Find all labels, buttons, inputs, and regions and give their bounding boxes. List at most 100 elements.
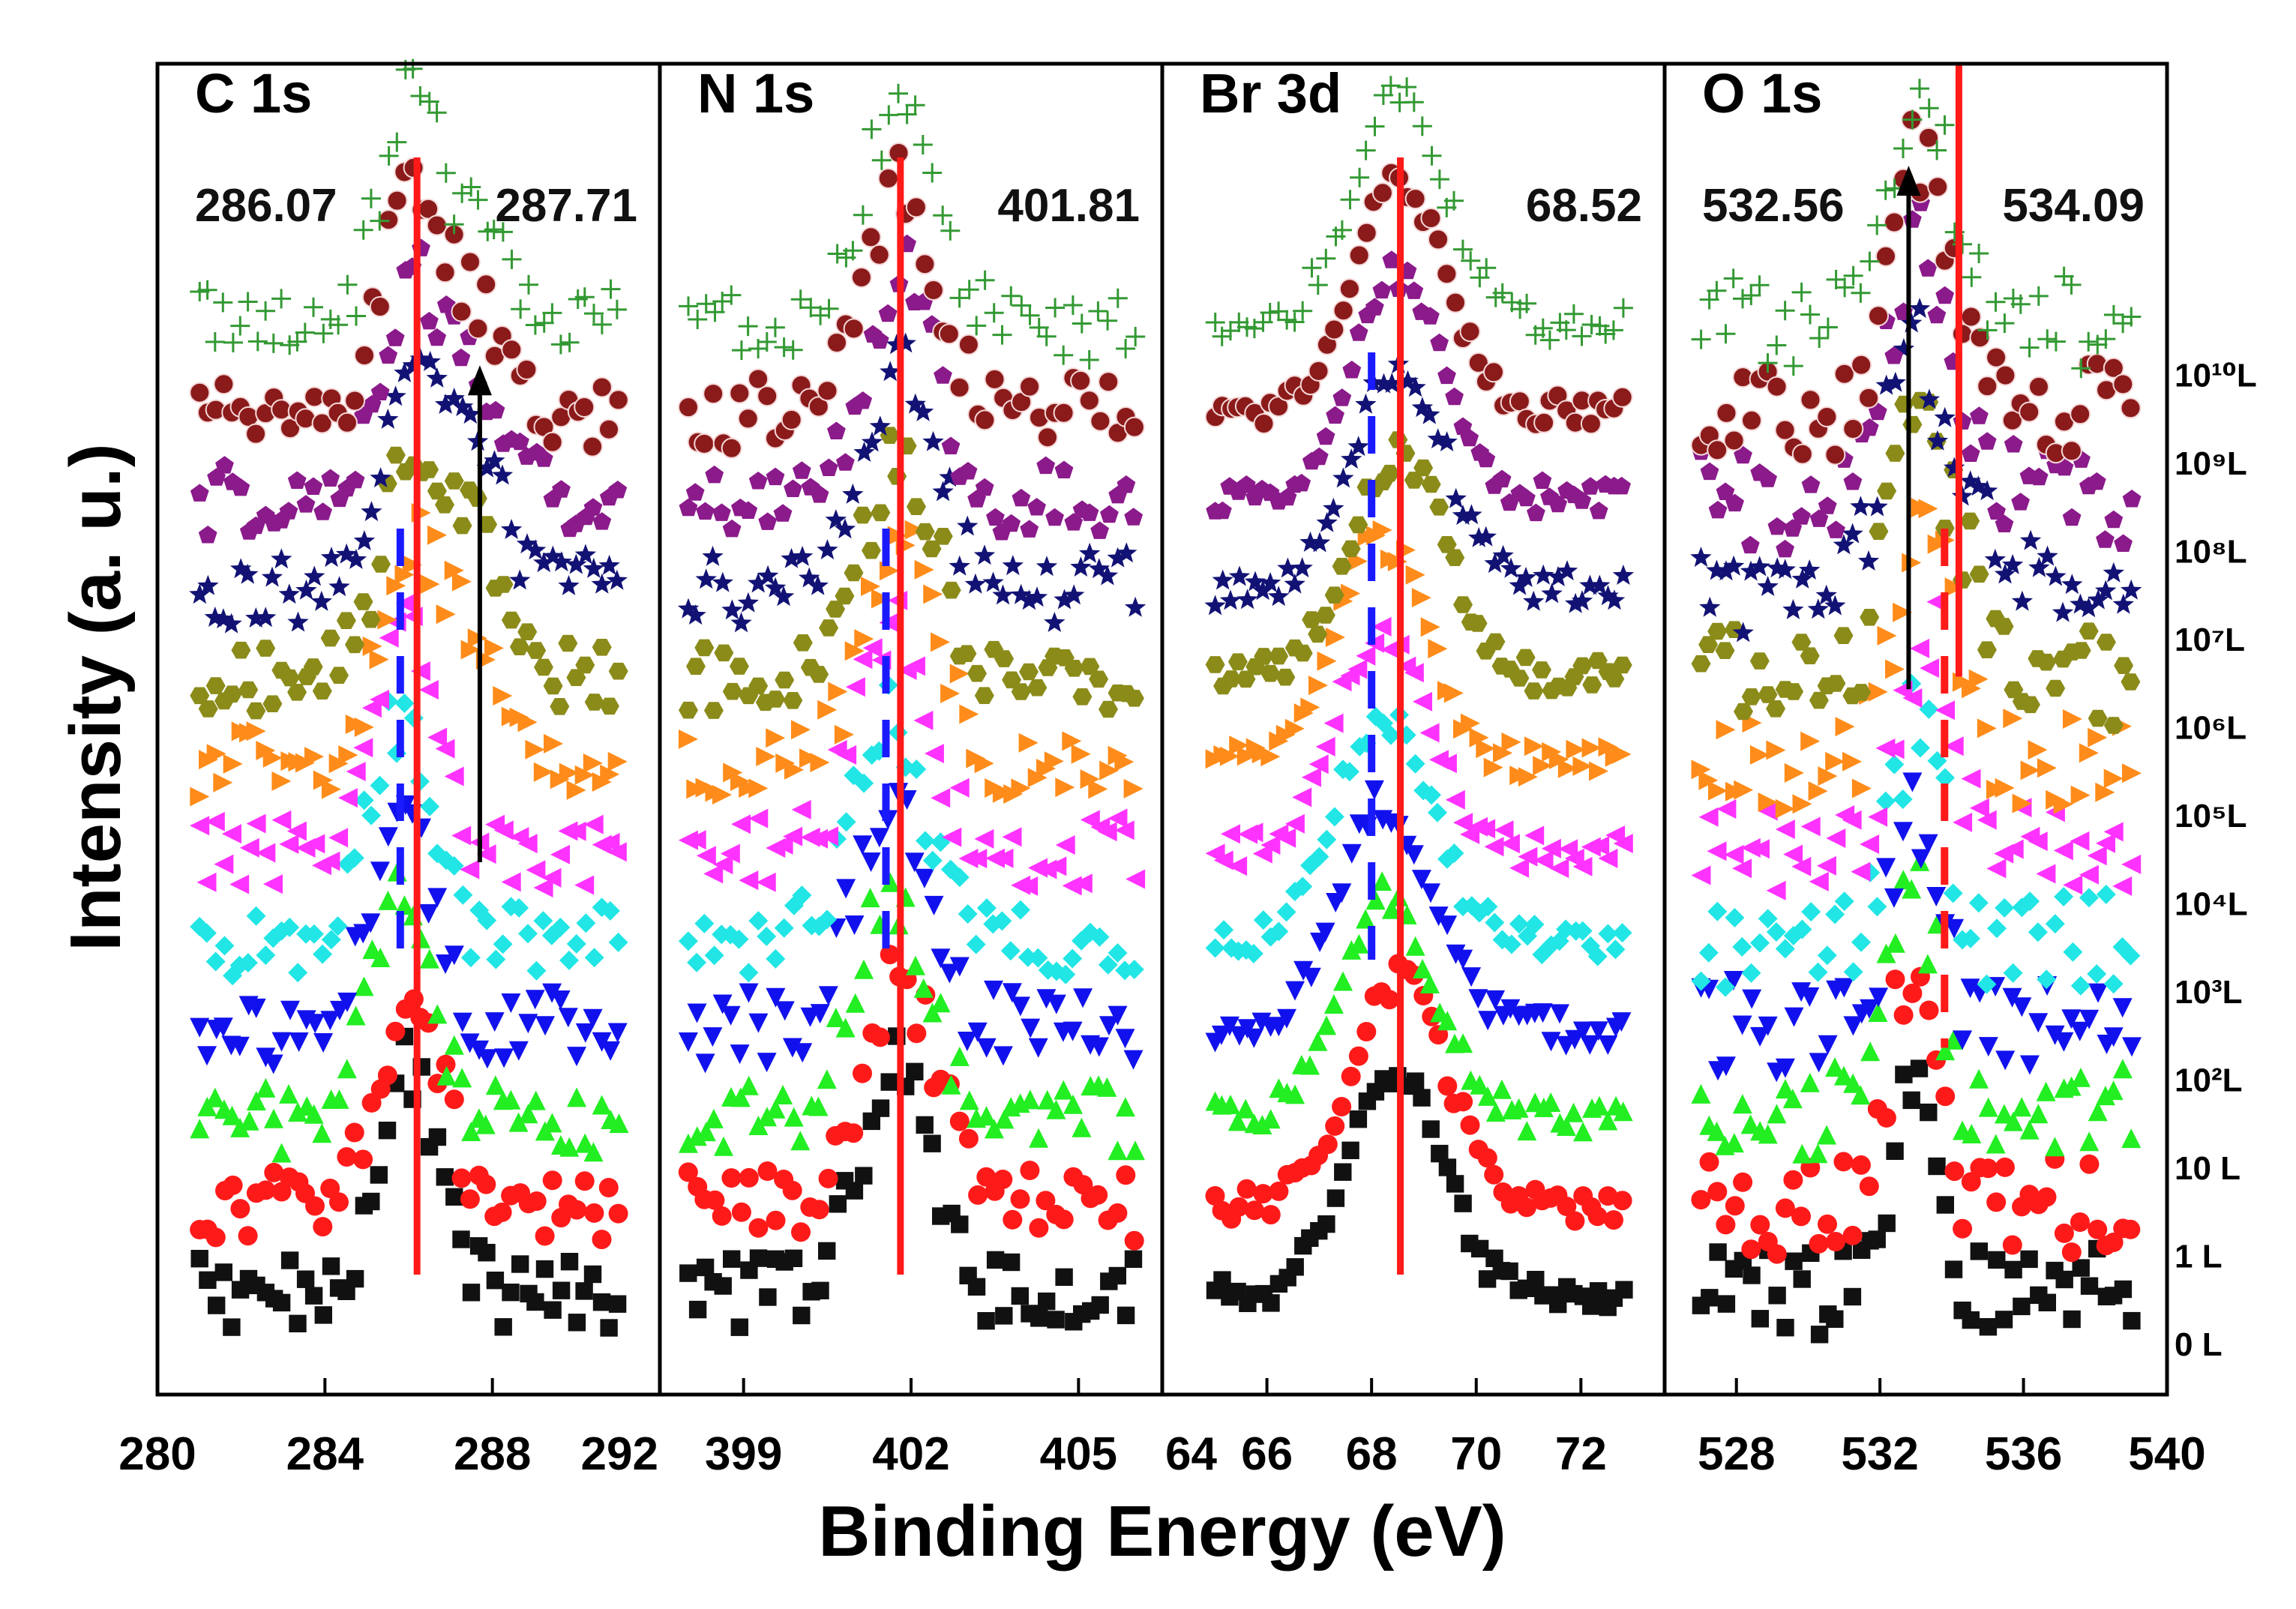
data-point xyxy=(1935,700,1955,721)
data-point xyxy=(1573,1122,1593,1142)
data-point xyxy=(246,906,266,926)
data-point xyxy=(1347,659,1368,679)
data-point xyxy=(550,334,571,355)
data-point xyxy=(1205,1186,1225,1206)
data-point xyxy=(1260,835,1281,855)
data-point xyxy=(1590,836,1610,856)
data-point xyxy=(739,983,759,1003)
data-point xyxy=(426,367,448,388)
data-point xyxy=(223,754,243,774)
data-point xyxy=(766,691,786,708)
data-point xyxy=(1099,700,1118,718)
data-point xyxy=(2070,831,2090,851)
data-point xyxy=(2013,1297,2031,1316)
data-point xyxy=(2012,793,2032,813)
data-point xyxy=(922,850,943,870)
data-point xyxy=(1556,1116,1576,1136)
data-point xyxy=(1020,1089,1040,1110)
data-point xyxy=(843,318,865,340)
data-point xyxy=(2010,294,2031,314)
dose-label: 10³L xyxy=(2175,974,2242,1011)
data-point xyxy=(1124,1230,1144,1251)
data-point xyxy=(484,450,505,471)
data-point xyxy=(974,828,994,849)
data-point xyxy=(304,924,324,944)
data-point xyxy=(1452,505,1474,526)
data-point xyxy=(452,1068,472,1088)
data-point xyxy=(1936,1196,1954,1214)
data-point xyxy=(574,875,595,895)
data-point xyxy=(1444,190,1464,211)
data-point xyxy=(534,658,553,676)
data-point xyxy=(819,458,838,476)
data-point xyxy=(328,315,349,335)
data-point xyxy=(1800,1072,1820,1092)
data-point xyxy=(1428,229,1449,250)
dose-label: 10⁷L xyxy=(2175,622,2245,658)
data-point xyxy=(1611,745,1632,764)
data-point xyxy=(295,579,317,600)
data-point xyxy=(799,567,820,588)
data-point xyxy=(552,1281,571,1299)
data-point xyxy=(1751,1310,1769,1328)
data-point xyxy=(976,898,997,918)
data-point xyxy=(1935,286,1955,304)
data-point xyxy=(584,948,604,968)
data-point xyxy=(476,1174,496,1194)
data-point xyxy=(550,917,571,937)
data-point xyxy=(914,559,934,580)
data-point xyxy=(1253,413,1275,434)
data-point xyxy=(486,949,506,969)
data-point xyxy=(1791,1206,1811,1227)
data-point xyxy=(592,314,612,334)
data-point xyxy=(1484,1164,1504,1185)
data-point xyxy=(2112,373,2134,395)
data-point xyxy=(705,465,724,484)
data-point xyxy=(452,517,472,535)
data-point xyxy=(1557,758,1578,778)
data-point xyxy=(452,1230,470,1248)
data-point xyxy=(1918,259,1938,277)
data-point xyxy=(460,859,480,879)
data-point xyxy=(1877,482,1897,500)
data-point xyxy=(949,288,970,308)
data-point xyxy=(501,339,523,361)
data-point xyxy=(721,437,742,459)
data-point xyxy=(314,1306,332,1324)
data-point xyxy=(263,1054,283,1074)
data-point xyxy=(1254,648,1274,665)
data-point xyxy=(1096,565,1119,586)
data-point xyxy=(574,397,595,418)
data-point xyxy=(2070,975,2091,996)
data-point xyxy=(931,632,950,652)
data-point xyxy=(592,639,612,656)
data-point xyxy=(1509,914,1529,934)
data-point xyxy=(583,1265,602,1284)
data-point xyxy=(1934,406,1956,427)
data-point xyxy=(808,1096,829,1116)
data-point xyxy=(600,764,620,784)
data-point xyxy=(2002,1235,2022,1255)
data-point xyxy=(477,910,497,930)
data-point xyxy=(1308,754,1329,775)
data-point xyxy=(246,813,266,834)
data-point xyxy=(1884,739,1905,760)
data-point xyxy=(1995,313,2015,334)
data-point xyxy=(1801,902,1821,922)
data-point xyxy=(2070,593,2091,614)
data-point xyxy=(757,1053,777,1073)
data-point xyxy=(451,825,472,846)
data-point xyxy=(907,498,926,515)
data-point xyxy=(199,1271,217,1289)
data-point xyxy=(1405,936,1425,956)
data-point xyxy=(1775,799,1795,819)
data-point xyxy=(2114,1280,2133,1299)
data-point xyxy=(451,301,472,322)
data-point xyxy=(810,753,830,772)
data-point xyxy=(295,322,315,343)
data-point xyxy=(1893,790,1913,809)
data-point xyxy=(793,1306,811,1325)
data-point xyxy=(975,478,994,496)
data-point xyxy=(1509,858,1530,878)
